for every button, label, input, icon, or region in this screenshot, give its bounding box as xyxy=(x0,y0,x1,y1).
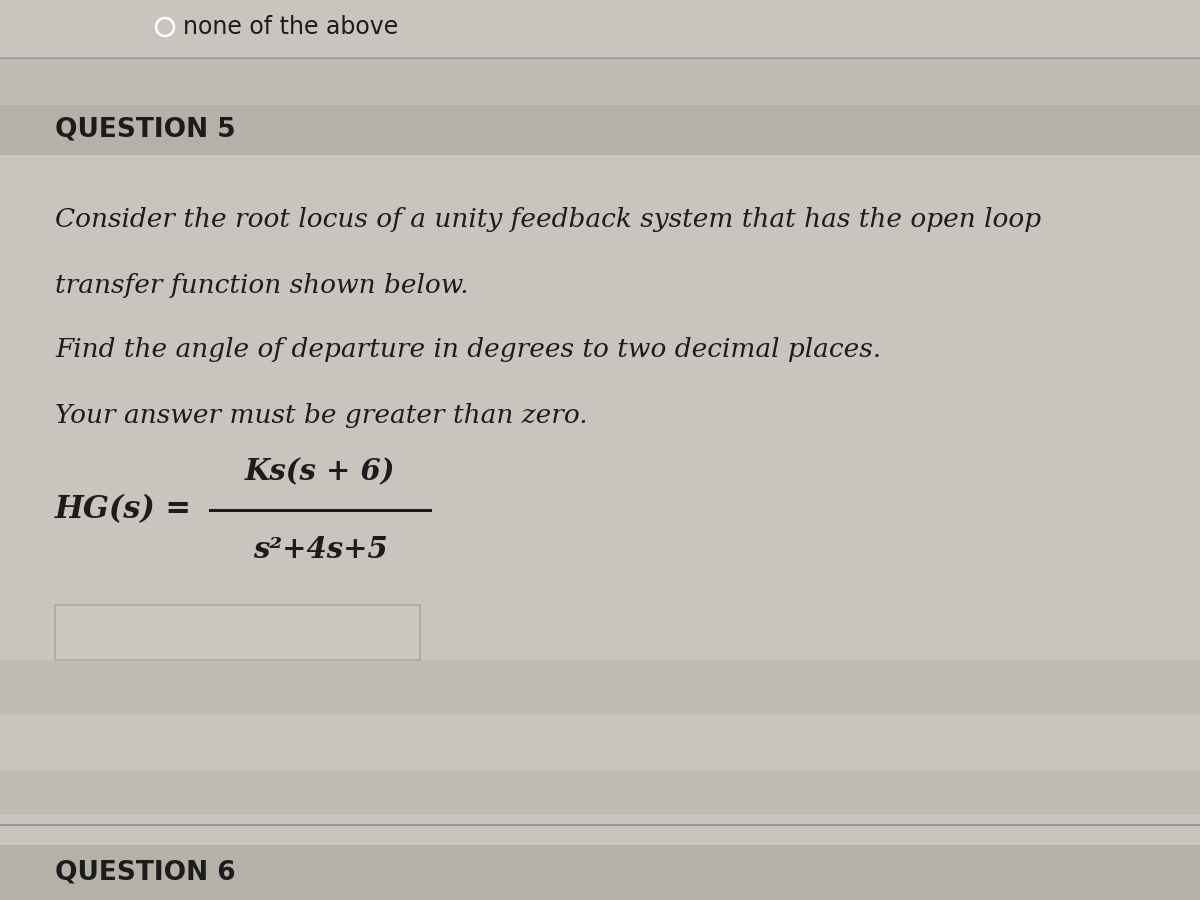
Bar xyxy=(0,770,1200,815)
Bar xyxy=(0,105,1200,155)
Text: Ks(s + 6): Ks(s + 6) xyxy=(245,457,395,487)
Text: Consider the root locus of a unity feedback system that has the open loop: Consider the root locus of a unity feedb… xyxy=(55,208,1042,232)
Text: QUESTION 5: QUESTION 5 xyxy=(55,117,235,143)
Bar xyxy=(0,825,1200,845)
Text: Find the angle of departure in degrees to two decimal places.: Find the angle of departure in degrees t… xyxy=(55,338,881,363)
Text: s²+4s+5: s²+4s+5 xyxy=(253,536,388,564)
Text: HG(s) =: HG(s) = xyxy=(55,494,192,526)
Text: none of the above: none of the above xyxy=(182,15,398,39)
Text: transfer function shown below.: transfer function shown below. xyxy=(55,273,469,298)
Bar xyxy=(0,845,1200,900)
Text: QUESTION 6: QUESTION 6 xyxy=(55,860,235,886)
Bar xyxy=(55,605,420,660)
Bar xyxy=(0,58,1200,105)
Text: Your answer must be greater than zero.: Your answer must be greater than zero. xyxy=(55,402,588,428)
Bar xyxy=(0,660,1200,715)
